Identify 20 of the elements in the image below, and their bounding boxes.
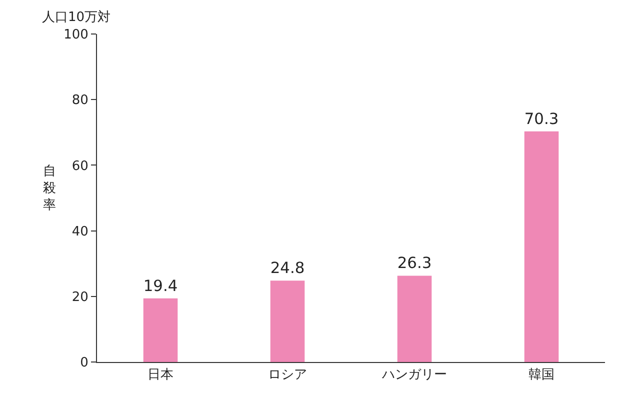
- bar: [270, 280, 305, 362]
- text: 人口10万対: [42, 9, 111, 25]
- data-label: 70.3: [524, 110, 559, 128]
- bar: [524, 131, 559, 362]
- y-axis-title: 自殺率: [43, 164, 56, 213]
- bar: [143, 298, 178, 362]
- y-tick-label: 20: [72, 290, 88, 305]
- data-label: 19.4: [143, 276, 178, 295]
- x-tick-label: ロシア: [268, 368, 307, 383]
- x-tick-label: 韓国: [528, 368, 554, 383]
- y-tick-label: 60: [72, 158, 88, 174]
- x-tick-label: 日本: [148, 368, 174, 383]
- y-tick-label: 0: [80, 356, 88, 371]
- x-tick-label: ハンガリー: [381, 368, 447, 383]
- y-tick-label: 100: [64, 28, 88, 43]
- y-tick-label: 80: [72, 93, 88, 108]
- data-label: 24.8: [270, 259, 305, 278]
- bar: [397, 276, 432, 362]
- y-tick-label: 40: [72, 224, 88, 240]
- data-label: 26.3: [397, 254, 432, 272]
